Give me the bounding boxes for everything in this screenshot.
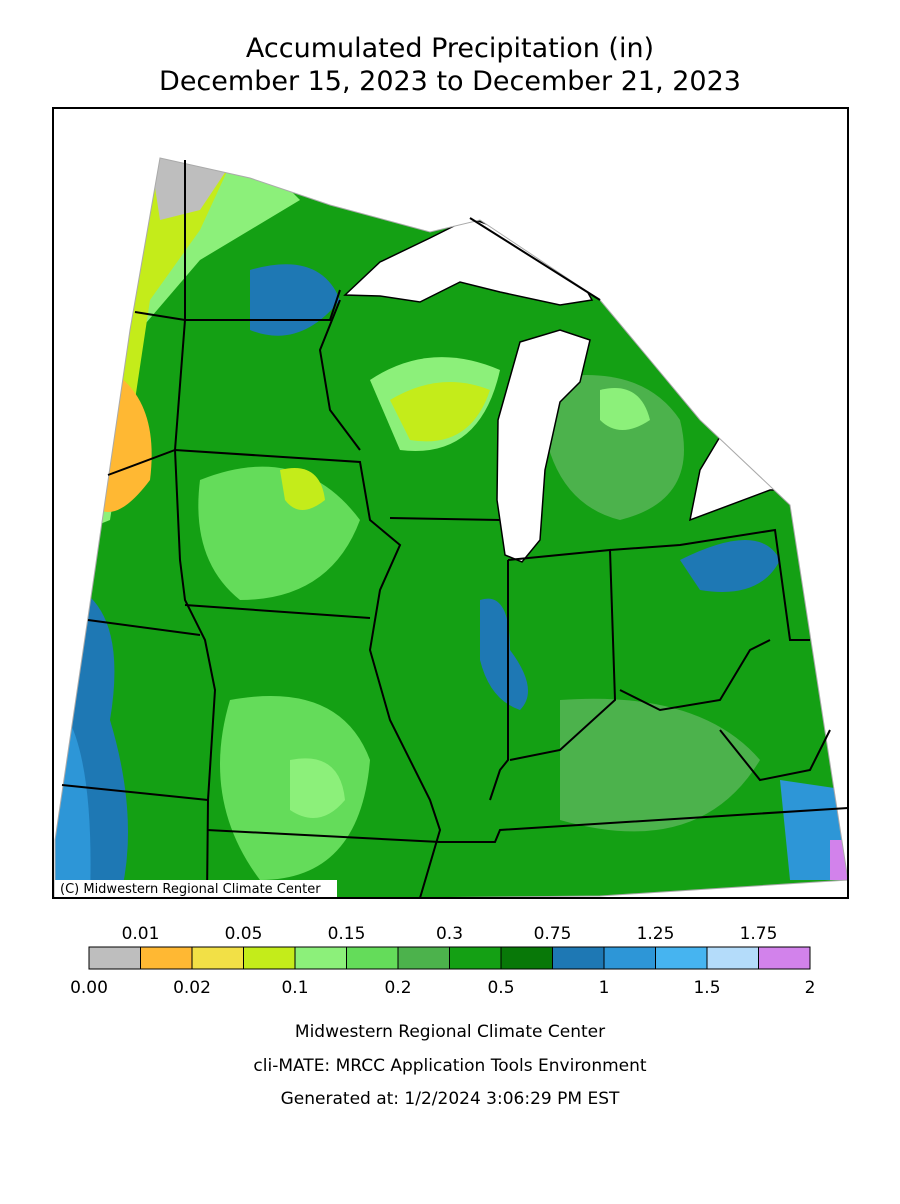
legend-swatch [243, 946, 296, 970]
legend-swatch [758, 946, 811, 970]
copyright: (C) Midwestern Regional Climate Center [60, 882, 321, 897]
legend-label: 0.05 [225, 924, 263, 944]
legend-swatch [88, 946, 141, 970]
legend-swatch [552, 946, 605, 970]
legend-label: 2 [805, 978, 816, 998]
legend-swatch [706, 946, 759, 970]
footer-line: cli-MATE: MRCC Application Tools Environ… [253, 1056, 646, 1076]
legend-label: 0.3 [436, 924, 463, 944]
legend-label: 0.75 [534, 924, 572, 944]
legend-swatch [655, 946, 708, 970]
legend-swatch [140, 946, 193, 970]
footer-line: Midwestern Regional Climate Center [295, 1022, 605, 1042]
legend-swatch [603, 946, 656, 970]
map: (C) Midwestern Regional Climate Center [52, 107, 849, 899]
legend-label: 0.01 [122, 924, 160, 944]
legend-swatch [294, 946, 347, 970]
legend-swatch [500, 946, 553, 970]
legend-label: 0.2 [384, 978, 411, 998]
legend-swatch [449, 946, 502, 970]
legend-label: 0.1 [281, 978, 308, 998]
legend-label: 1.75 [740, 924, 778, 944]
legend-swatch [191, 946, 244, 970]
legend-label: 0.00 [70, 978, 108, 998]
legend-label: 1.5 [693, 978, 720, 998]
footer-line: Generated at: 1/2/2024 3:06:29 PM EST [281, 1089, 620, 1109]
title-line: December 15, 2023 to December 21, 2023 [159, 66, 741, 97]
legend-swatch [397, 946, 450, 970]
legend-label: 0.15 [328, 924, 366, 944]
title-line: Accumulated Precipitation (in) [246, 33, 654, 64]
legend-label: 1.25 [637, 924, 675, 944]
legend-swatch [346, 946, 399, 970]
legend-label: 0.5 [487, 978, 514, 998]
legend: 0.01 0.05 0.15 0.3 0.75 1.25 1.75 0.00 0.02 0.1 0.… [70, 924, 815, 998]
legend-label: 1 [599, 978, 610, 998]
legend-label: 0.02 [173, 978, 211, 998]
